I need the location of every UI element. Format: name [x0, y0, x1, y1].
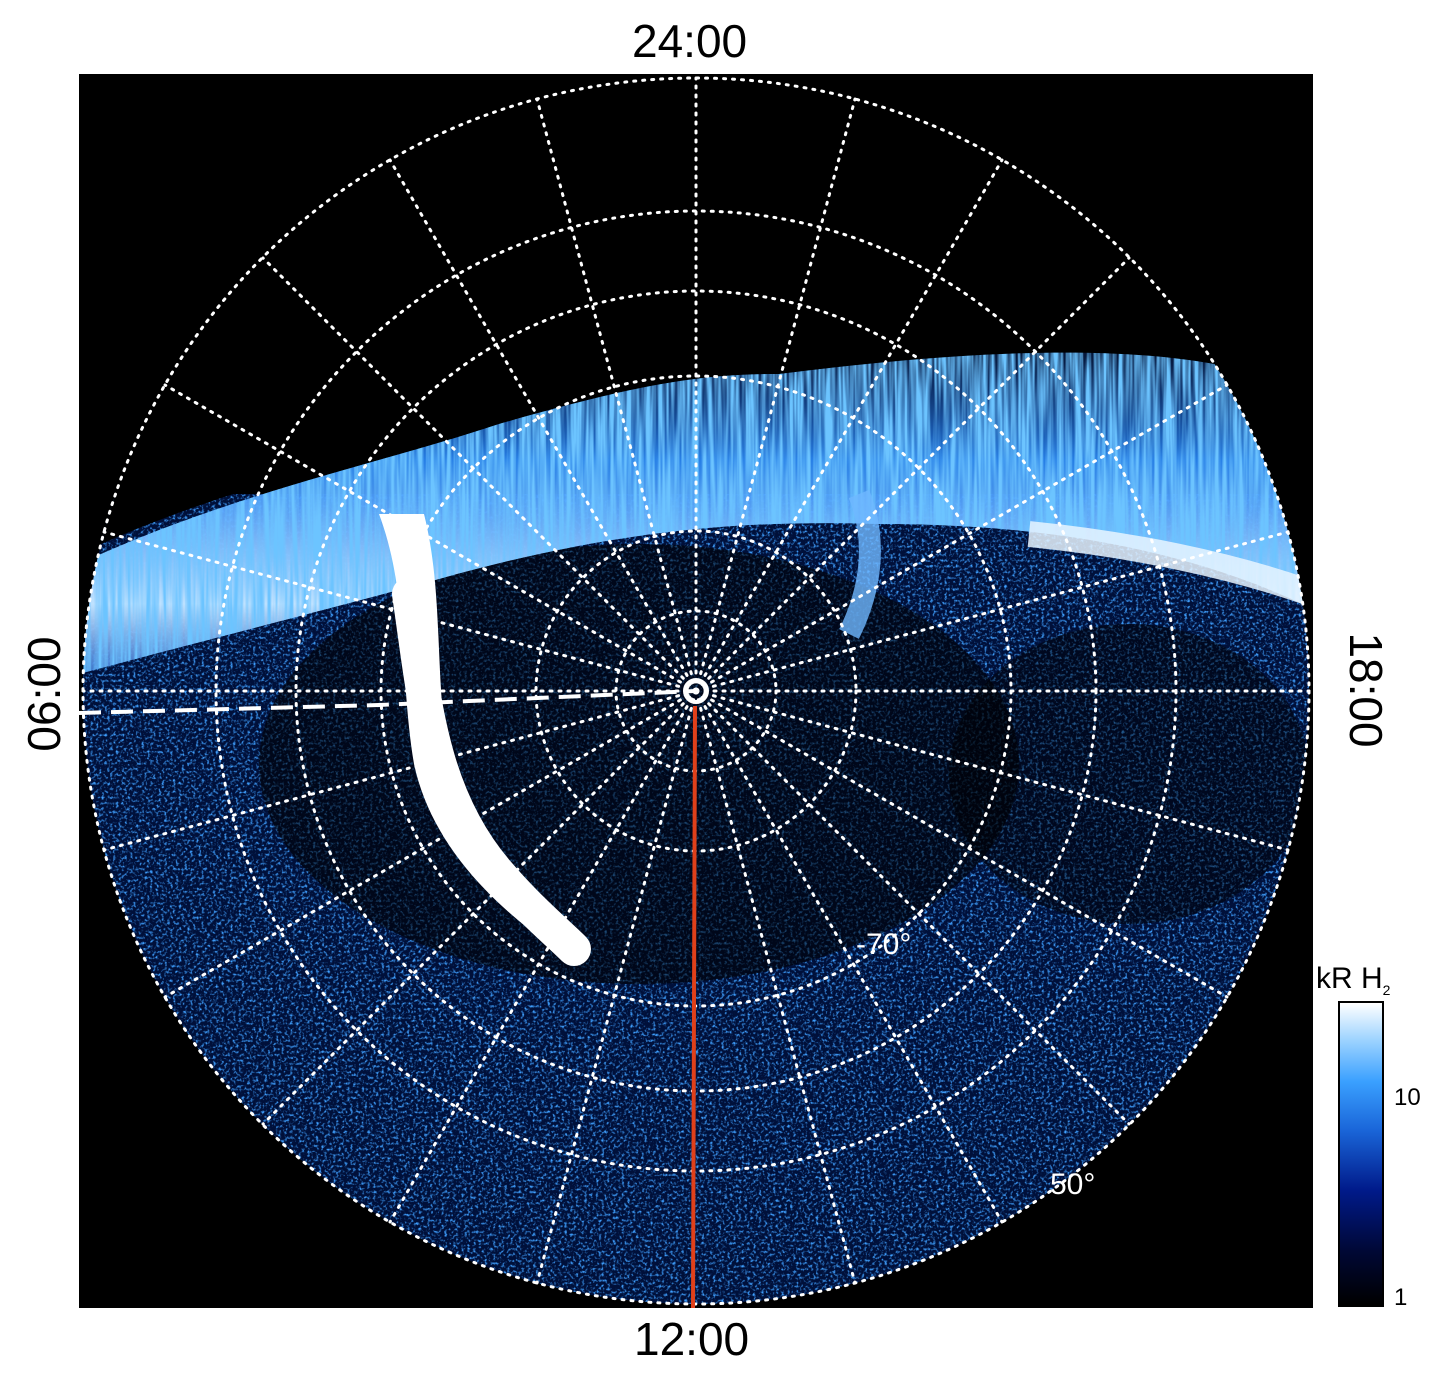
local-time-label-18: 18:00 — [1340, 632, 1392, 748]
pole-marker-center — [693, 688, 699, 694]
colorbar-tick-10: 10 — [1394, 1084, 1421, 1111]
dashed-dawn-line — [79, 689, 697, 715]
dark-polar-region — [259, 544, 1019, 984]
local-time-label-12: 12:00 — [634, 1313, 750, 1365]
colorbar-tick-1: 1 — [1394, 1284, 1408, 1311]
colorbar-unit-subscript: 2 — [1382, 982, 1391, 998]
latitude-circle-60 — [294, 289, 1098, 1093]
dusk-bright-arc — [1027, 521, 1309, 607]
pole-marker — [683, 678, 709, 704]
colorbar — [1338, 1001, 1384, 1307]
dawn-auroral-spur-core — [392, 577, 591, 966]
polar-projection-plot — [79, 74, 1313, 1308]
colorbar-title: kR H2 — [1316, 962, 1390, 998]
noon-meridian-line — [691, 705, 697, 1308]
local-time-label-06: 06:00 — [18, 636, 70, 752]
dark-dusk-region — [949, 624, 1309, 924]
dusk-emission-feature — [839, 489, 881, 639]
colorbar-unit: kR H — [1316, 962, 1383, 995]
latitude-label-50: 50° — [1050, 1168, 1096, 1201]
aurora-image — [79, 76, 1311, 1308]
meridian-grid — [81, 76, 1311, 1285]
local-time-label-24: 24:00 — [632, 15, 748, 67]
latitude-label-70: -70° — [856, 928, 912, 961]
